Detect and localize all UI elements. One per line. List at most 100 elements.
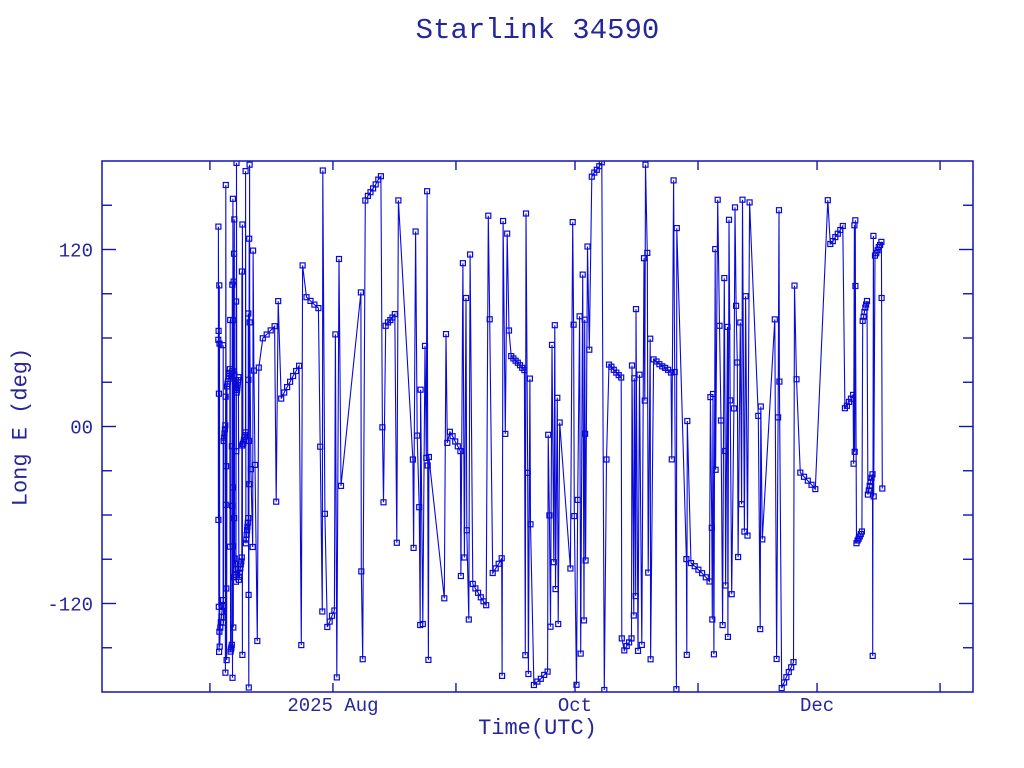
data-point-marker (722, 447, 729, 455)
data-point-marker (298, 641, 305, 649)
data-point-marker (839, 222, 846, 230)
data-point-marker (744, 532, 751, 539)
data-point-marker (671, 368, 678, 376)
data-point-marker (230, 624, 237, 631)
data-point-marker (555, 620, 562, 628)
data-point-marker (263, 331, 270, 338)
data-point-marker (222, 422, 229, 429)
data-point-marker (299, 262, 306, 269)
data-point-marker (271, 323, 278, 330)
data-point-marker (797, 469, 804, 476)
data-series (215, 161, 886, 692)
data-point-marker (244, 527, 251, 534)
data-point-marker (850, 460, 857, 467)
data-point-marker (570, 321, 577, 328)
data-point-marker (573, 681, 580, 688)
data-point-marker (459, 260, 466, 267)
data-point-marker (582, 557, 589, 564)
data-point-marker (647, 656, 654, 663)
data-point-marker (790, 658, 797, 666)
data-point-marker (545, 431, 552, 438)
data-point-marker (395, 197, 402, 204)
data-point-marker (771, 316, 778, 323)
data-point-marker (230, 278, 237, 285)
data-point-marker (852, 217, 859, 224)
data-point-marker (870, 493, 877, 500)
data-point-marker (307, 297, 314, 304)
data-point-marker (236, 573, 243, 580)
data-point-marker (878, 294, 885, 302)
data-point-marker (673, 225, 680, 232)
data-point-marker (774, 414, 782, 421)
data-point-marker (319, 608, 326, 615)
data-point-marker (734, 553, 742, 561)
data-point-marker (222, 501, 229, 508)
data-point-marker (463, 527, 470, 534)
data-point-marker (522, 210, 530, 217)
data-point-marker (870, 232, 877, 239)
data-point-marker (710, 651, 718, 658)
data-point-marker (377, 173, 384, 180)
data-point-marker (526, 375, 534, 382)
data-point-marker (462, 294, 470, 302)
data-point-marker (640, 255, 648, 262)
data-point-marker (319, 167, 326, 174)
data-point-marker (631, 375, 638, 382)
data-point-marker (645, 569, 652, 576)
data-point-marker (287, 378, 294, 385)
data-point-marker (683, 651, 690, 659)
data-point-marker (554, 394, 561, 401)
data-point-marker (864, 491, 872, 498)
data-point-marker (702, 574, 709, 581)
data-point-marker (219, 602, 226, 610)
data-point-marker (634, 647, 642, 655)
x-axis-title: Time(UTC) (478, 716, 597, 741)
data-point-marker (862, 304, 869, 311)
data-point-marker (359, 656, 366, 663)
data-point-marker (457, 448, 464, 455)
data-point-marker (461, 554, 468, 561)
data-point-marker (233, 448, 240, 455)
data-point-marker (569, 219, 576, 226)
data-point-marker (267, 327, 274, 334)
data-point-marker (577, 650, 584, 657)
data-point-marker (776, 378, 783, 385)
data-point-marker (808, 481, 815, 488)
data-point-marker (868, 474, 875, 481)
data-point-marker (245, 591, 252, 599)
data-point-marker (215, 390, 222, 397)
data-point-marker (728, 591, 735, 598)
data-point-marker (358, 568, 365, 575)
data-point-marker (259, 335, 266, 342)
data-point-marker (311, 301, 318, 308)
data-point-marker (215, 336, 222, 343)
data-point-marker (502, 430, 509, 437)
data-point-marker (630, 612, 637, 619)
data-point-marker (859, 317, 866, 324)
data-point-marker (628, 635, 635, 642)
data-point-marker (419, 620, 426, 628)
data-point-marker (221, 430, 228, 437)
data-point-marker (223, 656, 230, 664)
data-point-marker (862, 301, 870, 308)
data-point-marker (603, 456, 610, 463)
data-point-marker (684, 417, 691, 425)
data-point-marker (245, 514, 252, 522)
data-point-marker (229, 195, 236, 202)
data-point-marker (238, 268, 245, 275)
data-point-marker (357, 289, 364, 296)
data-point-marker (730, 405, 738, 412)
data-point-marker (239, 440, 246, 448)
data-point-marker (522, 652, 529, 659)
data-point-marker (695, 566, 702, 573)
data-point-marker (714, 196, 721, 203)
data-point-marker (524, 469, 531, 476)
data-point-marker (500, 217, 507, 225)
data-point-marker (867, 478, 874, 485)
data-point-marker (220, 437, 227, 445)
data-point-marker (724, 323, 731, 330)
data-point-marker (632, 306, 640, 313)
data-point-marker (234, 385, 241, 392)
x-tick-label: Dec (800, 695, 834, 717)
